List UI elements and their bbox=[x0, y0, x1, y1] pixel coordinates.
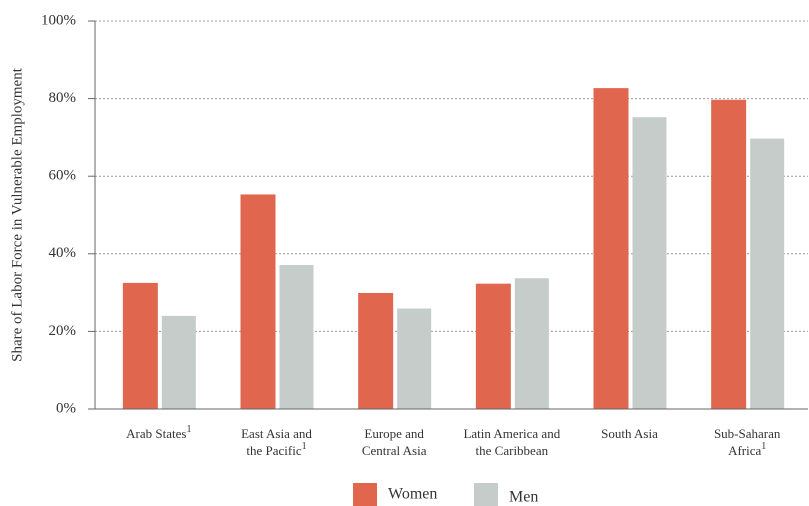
x-tick-line: Latin America and bbox=[463, 426, 560, 441]
legend-swatch bbox=[353, 483, 377, 506]
x-tick-label: Latin America and the Caribbean bbox=[463, 426, 560, 458]
bar bbox=[161, 315, 196, 409]
x-tick-line: Central Asia bbox=[362, 443, 427, 458]
x-tick-label: Sub-Saharan Africa1 bbox=[714, 426, 781, 458]
x-tick-line: Sub-Saharan bbox=[714, 426, 781, 441]
bar bbox=[358, 292, 394, 409]
legend-label: Men bbox=[509, 489, 538, 506]
x-tick-line: South Asia bbox=[601, 426, 658, 441]
bar bbox=[514, 278, 549, 409]
x-tick-line: Europe and bbox=[364, 426, 424, 441]
bar bbox=[593, 88, 629, 410]
footnote-mark: 1 bbox=[761, 441, 766, 452]
x-tick-label: South Asia bbox=[601, 426, 658, 441]
y-tick-label: 0% bbox=[56, 400, 76, 416]
legend-label: Women bbox=[388, 486, 437, 503]
x-tick-label: East Asia and the Pacific1 bbox=[241, 426, 312, 458]
bar bbox=[122, 282, 158, 409]
legend-swatch bbox=[474, 483, 498, 506]
x-tick-line: East Asia and bbox=[241, 426, 312, 441]
y-axis-label: Share of Labor Force in Vulnerable Emplo… bbox=[9, 67, 25, 362]
x-tick-line: Africa bbox=[728, 443, 761, 458]
footnote-mark: 1 bbox=[302, 441, 307, 452]
x-tick-label: Europe and Central Asia bbox=[362, 426, 427, 458]
bar bbox=[750, 138, 785, 409]
bar bbox=[632, 117, 667, 409]
bar bbox=[240, 194, 276, 409]
y-tick-label: 80% bbox=[49, 90, 77, 106]
x-tick-line: the Pacific bbox=[246, 443, 301, 458]
bar bbox=[397, 308, 432, 409]
y-tick-label: 20% bbox=[49, 323, 77, 339]
x-tick-line: the Caribbean bbox=[476, 443, 549, 458]
footnote-mark: 1 bbox=[186, 424, 191, 435]
y-tick-label: 60% bbox=[49, 168, 77, 184]
y-tick-label: 40% bbox=[49, 245, 77, 261]
x-tick-label: Arab States1 bbox=[126, 424, 191, 441]
bar bbox=[475, 283, 511, 409]
y-tick-label: 100% bbox=[41, 12, 76, 28]
bar bbox=[279, 265, 314, 409]
x-tick-line: Arab States bbox=[126, 426, 186, 441]
bar bbox=[711, 99, 747, 409]
